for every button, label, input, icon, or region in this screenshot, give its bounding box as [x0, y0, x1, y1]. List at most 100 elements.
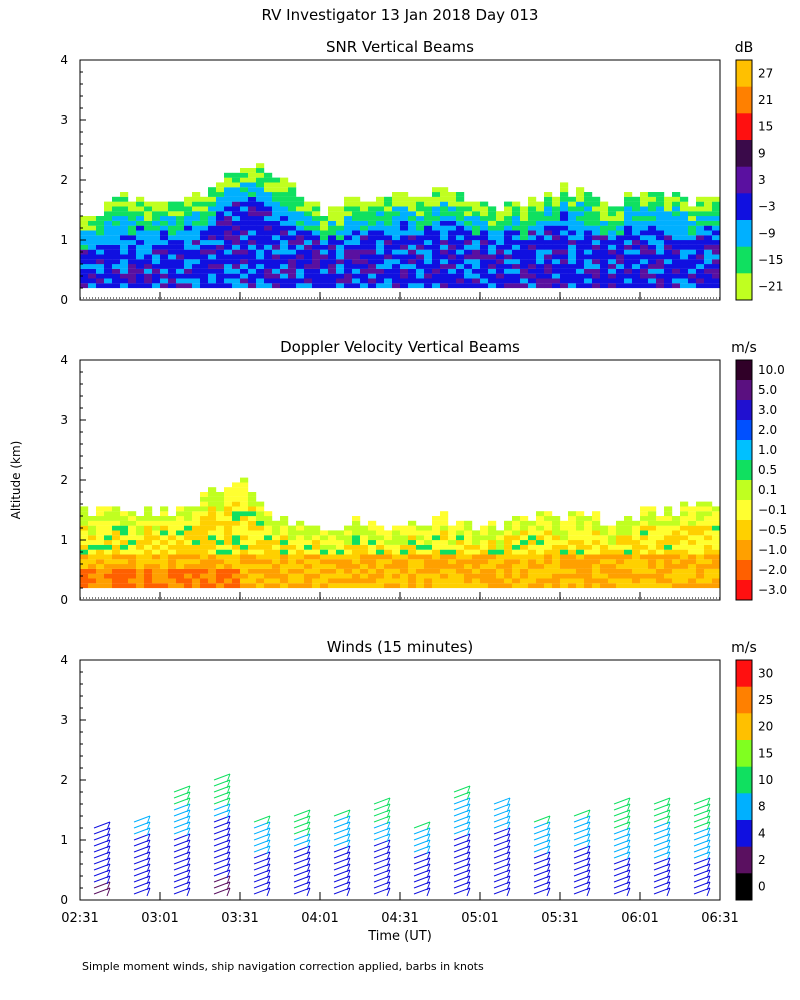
doppler-cell: [600, 554, 609, 560]
snr-cell: [104, 254, 113, 260]
doppler-cell: [440, 511, 449, 517]
snr-cell: [272, 192, 281, 197]
doppler-cell: [672, 578, 681, 584]
doppler-cell: [160, 525, 169, 531]
doppler-cell: [416, 544, 425, 550]
doppler-cell: [304, 535, 313, 541]
doppler-cell: [488, 554, 497, 560]
snr-cell: [376, 235, 385, 241]
snr-cell: [344, 230, 353, 236]
doppler-cell: [592, 573, 601, 579]
doppler-cell: [600, 573, 609, 579]
snr-cell: [672, 216, 681, 221]
snr-cell: [648, 264, 657, 269]
snr-cell: [280, 211, 289, 217]
doppler-cell: [136, 516, 145, 521]
doppler-cell: [512, 544, 521, 550]
doppler-cell: [360, 564, 369, 569]
doppler-cell: [192, 573, 201, 579]
snr-cell: [480, 283, 489, 289]
snr-cell: [624, 201, 633, 207]
doppler-cell: [248, 530, 257, 536]
snr-cell: [280, 216, 289, 221]
snr-cell: [112, 283, 121, 289]
doppler-cell: [120, 520, 129, 526]
snr-cell: [656, 201, 665, 207]
snr-cell: [544, 225, 553, 231]
colorbar-label: 3.0: [758, 403, 777, 417]
doppler-cell: [384, 573, 393, 579]
snr-cell: [256, 230, 265, 236]
doppler-cell: [576, 573, 585, 579]
snr-cell: [280, 230, 289, 236]
snr-cell: [408, 211, 417, 217]
snr-cell: [392, 259, 401, 265]
doppler-cell: [472, 549, 481, 555]
snr-cell: [128, 216, 137, 221]
doppler-cell: [328, 573, 337, 579]
snr-cell: [680, 254, 689, 260]
snr-cell: [360, 240, 369, 245]
doppler-cell: [464, 573, 473, 579]
doppler-cell: [160, 544, 169, 550]
doppler-cell: [168, 540, 177, 545]
snr-cell: [344, 225, 353, 231]
doppler-cell: [312, 540, 321, 545]
snr-cell: [616, 273, 625, 279]
snr-cell: [232, 196, 241, 202]
snr-cell: [632, 244, 641, 250]
doppler-cell: [472, 568, 481, 574]
colorbar-swatch: [736, 273, 752, 301]
doppler-cell: [520, 568, 529, 574]
snr-cell: [296, 225, 305, 231]
doppler-cell: [376, 559, 385, 565]
snr-cell: [96, 230, 105, 236]
snr-cell: [240, 187, 249, 193]
doppler-cell: [440, 525, 449, 531]
doppler-cell: [96, 516, 105, 521]
snr-cell: [624, 249, 633, 255]
snr-cell: [168, 235, 177, 241]
doppler-cell: [112, 554, 121, 560]
doppler-cell: [264, 540, 273, 545]
snr-cell: [256, 220, 265, 226]
snr-cell: [416, 264, 425, 269]
snr-cell: [592, 259, 601, 265]
doppler-cell: [656, 530, 665, 536]
snr-cell: [256, 211, 265, 217]
doppler-cell: [440, 549, 449, 555]
doppler-cell: [168, 516, 177, 521]
doppler-cell: [240, 549, 249, 555]
doppler-cell: [632, 525, 641, 531]
snr-cell: [88, 244, 97, 250]
doppler-cell: [224, 501, 233, 507]
doppler-cell: [304, 544, 313, 550]
snr-cell: [80, 225, 89, 231]
snr-cell: [216, 225, 225, 231]
snr-cell: [232, 264, 241, 269]
snr-cell: [224, 273, 233, 279]
doppler-cell: [104, 549, 113, 555]
doppler-cell: [216, 549, 225, 555]
doppler-cell: [640, 583, 649, 589]
doppler-cell: [584, 549, 593, 555]
snr-cell: [280, 259, 289, 265]
doppler-cell: [288, 559, 297, 565]
doppler-cell: [304, 578, 313, 584]
doppler-cell: [408, 530, 417, 536]
snr-cell: [312, 240, 321, 245]
snr-cell: [136, 278, 145, 284]
doppler-cell: [336, 549, 345, 555]
doppler-cell: [640, 516, 649, 521]
colorbar-swatch: [736, 360, 752, 381]
snr-cell: [256, 278, 265, 284]
snr-cell: [344, 259, 353, 265]
doppler-cell: [704, 549, 713, 555]
snr-cell: [440, 196, 449, 202]
panel-title: Doppler Velocity Vertical Beams: [280, 338, 520, 356]
doppler-cell: [712, 549, 721, 555]
doppler-cell: [208, 573, 217, 579]
doppler-cell: [464, 554, 473, 560]
snr-cell: [512, 249, 521, 255]
snr-cell: [608, 206, 617, 212]
